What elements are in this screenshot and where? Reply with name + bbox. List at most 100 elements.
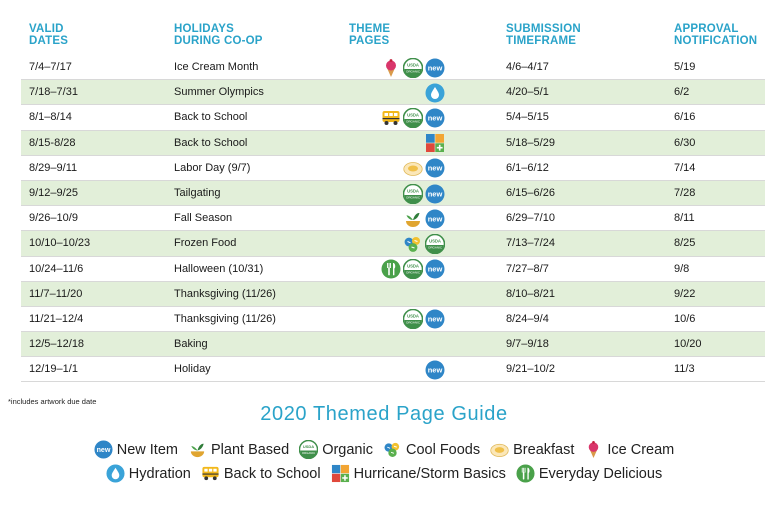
approval-cell: 6/2 [674, 86, 690, 99]
header-line: PAGES [349, 34, 390, 47]
holiday-cell: Thanksgiving (11/26) [174, 312, 276, 325]
theme-icons-cell: USDA ORGANIC new [351, 307, 445, 332]
legend-item-hydration: Hydration [106, 464, 191, 483]
legend-label: Ice Cream [607, 441, 675, 458]
valid-dates-cell: 9/26–10/9 [29, 212, 78, 225]
organic-icon: USDA ORGANIC [403, 183, 423, 204]
submission-cell: 8/24–9/4 [506, 312, 549, 325]
svg-text:new: new [428, 63, 443, 72]
back-to-school-icon [201, 464, 220, 483]
theme-icons-cell: USDA ORGANIC new [351, 181, 445, 206]
svg-text:USDA: USDA [407, 62, 419, 67]
theme-icons-cell [351, 80, 445, 105]
table-row: 7/18–7/31 Summer Olympics 4/20–5/1 6/2 [21, 80, 765, 106]
holiday-cell: Back to School [174, 136, 248, 149]
holiday-cell: Frozen Food [174, 237, 237, 250]
theme-icons-cell: USDA ORGANIC new [351, 55, 445, 80]
ice-cream-icon [381, 58, 401, 78]
schedule-table: 7/4–7/17 Ice Cream Month 4/6–4/17 5/19 USDA O… [21, 55, 765, 383]
holiday-cell: Fall Season [174, 212, 233, 225]
submission-cell: 5/18–5/29 [506, 136, 555, 149]
approval-cell: 11/3 [674, 363, 695, 376]
theme-icons-cell [351, 131, 445, 156]
submission-cell: 6/1–6/12 [506, 161, 549, 174]
table-row: 8/1–8/14 Back to School 5/4–5/15 6/16 USDA OR… [21, 105, 765, 131]
legend-item-organic: USDA ORGANIC Organic [299, 440, 373, 459]
new-item-icon: new [94, 440, 113, 459]
holiday-cell: Holiday [174, 363, 211, 376]
legend-item-ice-cream: Ice Cream [584, 440, 674, 459]
submission-cell: 4/6–4/17 [506, 61, 549, 73]
svg-text:USDA: USDA [407, 188, 419, 193]
approval-cell: 8/11 [674, 212, 695, 225]
breakfast-icon [403, 158, 423, 178]
holiday-cell: Summer Olympics [174, 86, 264, 99]
table-row: 12/5–12/18 Baking 9/7–9/18 10/20 [21, 332, 765, 358]
valid-dates-cell: 12/19–1/1 [29, 363, 78, 376]
valid-dates-cell: 12/5–12/18 [29, 338, 85, 351]
submission-cell: 6/29–7/10 [506, 212, 555, 225]
new-item-icon: new [425, 360, 445, 380]
valid-dates-cell: 9/12–9/25 [29, 186, 78, 199]
header-line: THEME [349, 23, 391, 35]
legend-label: Plant Based [210, 441, 290, 458]
header-submission: SUBMISSION TIMEFRAME [506, 23, 581, 47]
legend-row-1: new New Item Plant Based USDA ORGANIC Organic… [0, 440, 768, 459]
approval-cell: 8/25 [674, 237, 696, 250]
organic-icon: USDA ORGANIC [425, 233, 445, 254]
svg-text:ORGANIC: ORGANIC [406, 271, 421, 275]
new-item-icon: new [425, 58, 445, 78]
header-line: APPROVAL [674, 23, 739, 35]
valid-dates-cell: 8/15-8/28 [29, 136, 76, 149]
svg-text:ORGANIC: ORGANIC [406, 120, 421, 124]
approval-cell: 10/20 [674, 338, 702, 351]
valid-dates-cell: 11/7–11/20 [29, 287, 83, 300]
svg-text:USDA: USDA [407, 112, 419, 117]
guide-title: 2020 Themed Page Guide [260, 403, 508, 425]
table-row: 10/10–10/23 Frozen Food 7/13–7/24 8/25 USDA O… [21, 231, 765, 257]
legend-item-new-item: new New Item [94, 440, 178, 459]
legend-item-cool-foods: Cool Foods [383, 440, 480, 459]
svg-text:ORGANIC: ORGANIC [406, 321, 421, 325]
holiday-cell: Back to School [174, 111, 248, 124]
header-line: DATES [29, 34, 69, 47]
submission-cell: 7/13–7/24 [506, 237, 555, 250]
plant-based-icon [403, 209, 423, 229]
header-line: SUBMISSION [506, 23, 581, 35]
svg-text:ORGANIC: ORGANIC [428, 246, 443, 250]
theme-icons-cell: USDA ORGANIC [351, 231, 445, 256]
approval-cell: 5/19 [674, 61, 696, 73]
valid-dates-cell: 8/1–8/14 [29, 111, 72, 124]
hurricane-icon [331, 464, 350, 483]
svg-text:USDA: USDA [407, 263, 419, 268]
approval-cell: 7/28 [674, 186, 696, 199]
header-approval: APPROVAL NOTIFICATION [674, 23, 757, 47]
back-to-school-icon [381, 108, 401, 128]
holiday-cell: Thanksgiving (11/26) [174, 287, 276, 300]
svg-text:new: new [428, 189, 443, 198]
table-row: 9/12–9/25 Tailgating 6/15–6/26 7/28 USDA ORGA… [21, 180, 765, 207]
hydration-icon [425, 83, 445, 103]
hydration-icon [106, 464, 125, 483]
submission-cell: 7/27–8/7 [506, 262, 549, 275]
theme-icons-cell: USDA ORGANIC new [351, 257, 445, 282]
legend-label: Cool Foods [405, 441, 481, 458]
table-row: 12/19–1/1 Holiday 9/21–10/2 11/3 new [21, 357, 765, 383]
legend-label: Organic [322, 441, 373, 458]
submission-cell: 9/21–10/2 [506, 363, 555, 376]
everyday-delicious-icon [381, 259, 401, 279]
plant-based-icon [188, 440, 207, 459]
everyday-delicious-icon [516, 464, 535, 483]
theme-icons-cell [351, 332, 445, 357]
svg-text:new: new [428, 114, 443, 123]
new-item-icon: new [425, 158, 445, 178]
new-item-icon: new [425, 209, 445, 229]
valid-dates-cell: 8/29–9/11 [29, 161, 78, 174]
organic-icon: USDA ORGANIC [403, 57, 423, 78]
hurricane-icon [425, 133, 445, 153]
submission-cell: 6/15–6/26 [506, 186, 555, 199]
new-item-icon: new [425, 259, 445, 279]
svg-text:new: new [96, 446, 110, 454]
approval-cell: 6/30 [674, 136, 696, 149]
svg-text:USDA: USDA [303, 444, 314, 449]
